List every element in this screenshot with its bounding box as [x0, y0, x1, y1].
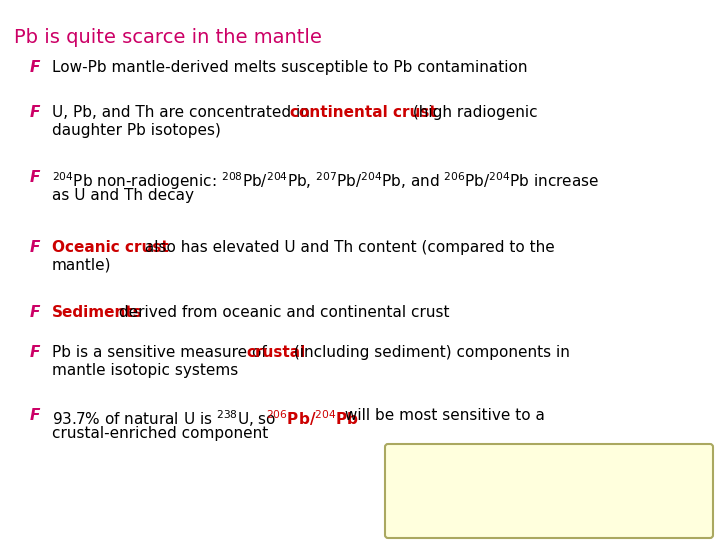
Text: derived from oceanic and continental crust: derived from oceanic and continental cru… [114, 305, 449, 320]
Text: $^{232}$Th $\rightarrow$ $^{208}$Pb: $^{232}$Th $\rightarrow$ $^{208}$Pb [493, 501, 598, 519]
Text: F: F [30, 60, 40, 75]
Text: F: F [30, 170, 40, 185]
Text: F: F [30, 240, 40, 255]
Text: F: F [30, 408, 40, 423]
FancyBboxPatch shape [385, 444, 713, 538]
Text: Sediments: Sediments [52, 305, 143, 320]
Text: Oceanic crust: Oceanic crust [52, 240, 168, 255]
Text: F: F [30, 345, 40, 360]
Text: 93.7% of natural U is $^{238}$U, so: 93.7% of natural U is $^{238}$U, so [52, 408, 277, 429]
Text: also has elevated U and Th content (compared to the: also has elevated U and Th content (comp… [140, 240, 554, 255]
Text: 9-21: 9-21 [400, 481, 435, 495]
Text: $^{204}$Pb non-radiogenic: $^{208}$Pb/$^{204}$Pb, $^{207}$Pb/$^{204}$Pb, and $^{: $^{204}$Pb non-radiogenic: $^{208}$Pb/$^… [52, 170, 599, 192]
Text: mantle isotopic systems: mantle isotopic systems [52, 363, 238, 378]
Text: crustal: crustal [246, 345, 305, 360]
Text: will be most sensitive to a: will be most sensitive to a [340, 408, 545, 423]
Text: Pb is quite scarce in the mantle: Pb is quite scarce in the mantle [14, 28, 322, 47]
Text: 9-20: 9-20 [400, 461, 435, 475]
Text: mantle): mantle) [52, 258, 112, 273]
Text: U, Pb, and Th are concentrated in: U, Pb, and Th are concentrated in [52, 105, 315, 120]
Text: as U and Th decay: as U and Th decay [52, 188, 194, 203]
Text: daughter Pb isotopes): daughter Pb isotopes) [52, 123, 221, 138]
Text: $^{238}$U $\rightarrow$ $^{234}$U $\rightarrow$ $^{206}$Pb: $^{238}$U $\rightarrow$ $^{234}$U $\righ… [493, 461, 647, 480]
Text: (including sediment) components in: (including sediment) components in [289, 345, 570, 360]
Text: 9-22: 9-22 [400, 501, 435, 515]
Text: $^{206}$Pb/$^{204}$Pb: $^{206}$Pb/$^{204}$Pb [266, 408, 359, 428]
Text: continental crust: continental crust [290, 105, 437, 120]
Text: $^{235}$U $\rightarrow$ $^{207}$Pb: $^{235}$U $\rightarrow$ $^{207}$Pb [493, 481, 590, 500]
Text: (high radiogenic: (high radiogenic [408, 105, 538, 120]
Text: F: F [30, 105, 40, 120]
Text: Pb is a sensitive measure of: Pb is a sensitive measure of [52, 345, 271, 360]
Text: crustal-enriched component: crustal-enriched component [52, 426, 269, 441]
Text: Low-Pb mantle-derived melts susceptible to Pb contamination: Low-Pb mantle-derived melts susceptible … [52, 60, 528, 75]
Text: F: F [30, 305, 40, 320]
